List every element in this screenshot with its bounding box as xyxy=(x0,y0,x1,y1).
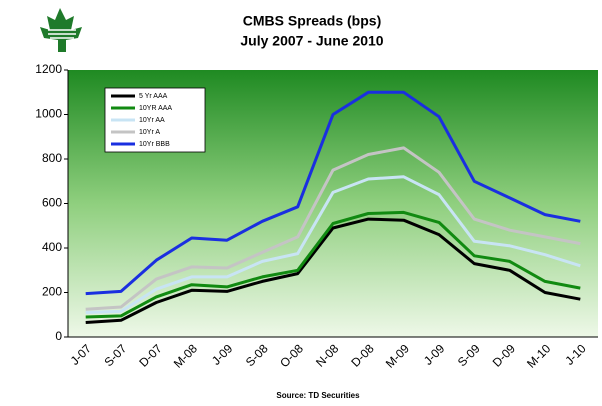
x-tick-label: D-08 xyxy=(348,341,377,370)
y-tick-label: 800 xyxy=(42,151,62,165)
y-tick-label: 0 xyxy=(55,329,62,343)
chart-title: CMBS Spreads (bps) xyxy=(243,13,381,29)
x-tick-label: S-08 xyxy=(243,341,271,369)
series-line xyxy=(85,175,581,314)
x-tick-label: O-08 xyxy=(277,341,306,370)
series-line xyxy=(85,210,581,319)
source: Source: TD Securities xyxy=(276,391,360,400)
logo xyxy=(40,8,82,52)
x-tick-label: J-09 xyxy=(209,341,236,368)
x-tick-label: S-09 xyxy=(455,341,483,369)
legend-label: 10Yr AA xyxy=(139,117,165,124)
legend-label: 10YR AAA xyxy=(139,105,172,112)
x-tick-label: M-09 xyxy=(383,341,412,370)
series-line xyxy=(85,146,581,311)
legend-label: 5 Yr AAA xyxy=(139,93,168,100)
x-tick-label: J-10 xyxy=(562,341,589,368)
y-tick-label: 400 xyxy=(42,240,62,254)
x-tick-label: J-07 xyxy=(68,341,95,368)
y-tick-label: 600 xyxy=(42,196,62,210)
chart-subtitle: July 2007 - June 2010 xyxy=(240,33,383,49)
x-tick-label: D-07 xyxy=(136,341,165,370)
x-tick-label: D-09 xyxy=(490,341,519,370)
x-tick-label: N-08 xyxy=(313,341,342,370)
y-tick-label: 1200 xyxy=(35,62,62,76)
series-line xyxy=(85,90,581,296)
x-tick-label: S-07 xyxy=(102,341,130,369)
legend-label: 10Yr A xyxy=(139,129,160,136)
y-tick-label: 200 xyxy=(42,285,62,299)
series-line xyxy=(85,217,581,324)
x-tick-label: J-09 xyxy=(421,341,448,368)
y-tick-label: 1000 xyxy=(35,107,62,121)
legend-label: 10Yr BBB xyxy=(139,141,170,148)
x-tick-label: M-08 xyxy=(171,341,200,370)
x-tick-label: M-10 xyxy=(524,341,553,370)
